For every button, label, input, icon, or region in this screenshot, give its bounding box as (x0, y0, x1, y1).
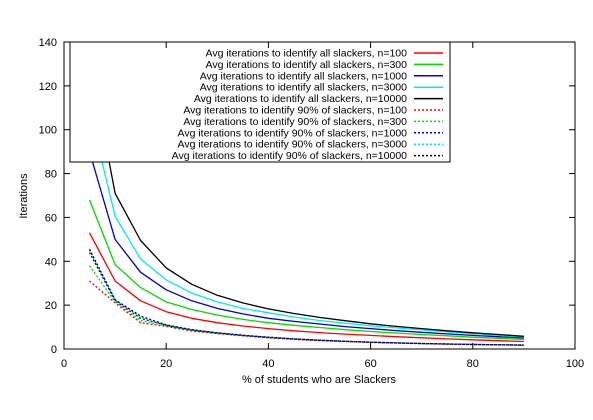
series-layer (88, 58, 524, 346)
y-tick-label: 100 (39, 125, 57, 137)
legend-label-8: Avg iterations to identify 90% of slacke… (178, 127, 408, 139)
legend-box (69, 41, 451, 163)
x-tick-label: 40 (262, 358, 274, 370)
x-tick-label: 0 (61, 358, 67, 370)
y-tick-label: 140 (39, 37, 57, 49)
series-line-4 (88, 109, 524, 338)
legend-label-5: Avg iterations to identify all slackers,… (194, 93, 407, 105)
y-tick-label: 40 (45, 256, 57, 268)
y-tick-label: 0 (51, 344, 57, 356)
x-tick-label: 60 (364, 358, 376, 370)
legend-label-1: Avg iterations to identify all slackers,… (206, 48, 408, 60)
x-tick-label: 80 (467, 358, 479, 370)
axes: 0 20 40 60 80 100 0 20 40 60 80 100 120 140 (39, 37, 585, 370)
legend: Avg iterations to identify all slackers,… (172, 48, 443, 162)
legend-label-9: Avg iterations to identify 90% of slacke… (178, 139, 408, 151)
series-line-3 (88, 151, 524, 339)
x-axis-title: % of students who are Slackers (242, 374, 397, 386)
y-tick-label: 120 (39, 81, 57, 93)
y-tick-label: 60 (45, 212, 57, 224)
legend-label-7: Avg iterations to identify 90% of slacke… (183, 116, 407, 128)
x-tick-label: 100 (566, 358, 584, 370)
y-axis-title: Iterations (18, 173, 30, 219)
series-line-5 (88, 58, 524, 337)
plot-frame (63, 41, 576, 350)
series-line-8 (88, 252, 524, 346)
legend-label-10: Avg iterations to identify 90% of slacke… (172, 150, 407, 162)
legend-label-4: Avg iterations to identify all slackers,… (200, 82, 407, 94)
series-line-1 (88, 232, 524, 343)
y-tick-label: 20 (45, 300, 57, 312)
legend-label-2: Avg iterations to identify all slackers,… (206, 59, 408, 71)
legend-label-6: Avg iterations to identify 90% of slacke… (183, 105, 407, 117)
series-line-2 (88, 199, 524, 341)
series-line-10 (88, 248, 524, 346)
legend-label-3: Avg iterations to identify all slackers,… (200, 70, 407, 82)
y-tick-label: 80 (45, 169, 57, 181)
x-tick-label: 20 (160, 358, 172, 370)
